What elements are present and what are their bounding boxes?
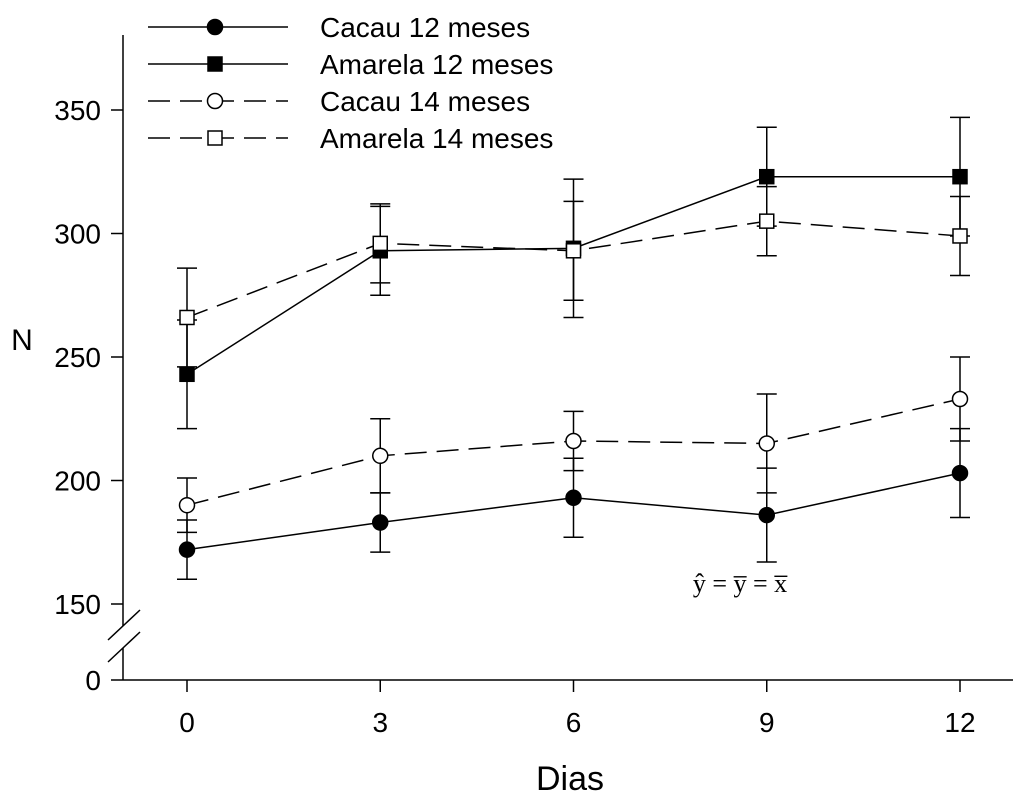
legend-label: Amarela 12 meses: [320, 49, 553, 80]
data-point: [758, 506, 775, 524]
axes: [107, 35, 1013, 681]
data-point: [372, 514, 389, 531]
y-tick-label: 250: [54, 342, 101, 373]
legend-marker: [206, 92, 224, 110]
data-point: [372, 447, 389, 465]
data-point: [565, 489, 582, 507]
data-point: [372, 235, 388, 252]
data-point: [179, 309, 195, 326]
legend-marker: [207, 56, 223, 72]
y-axis-break-mark: [107, 631, 141, 663]
y-axis-label: N: [11, 324, 33, 357]
data-point: [179, 366, 195, 383]
series-layer: [177, 116, 970, 581]
data-point: [951, 390, 969, 408]
y-tick-label: 150: [54, 589, 101, 620]
x-tick-label: 0: [179, 707, 195, 738]
legend: Cacau 12 meses Amarela 12 meses Cacau 14 m…: [148, 12, 553, 154]
x-tick-label: 9: [759, 707, 775, 738]
y-tick-label: 300: [54, 219, 101, 250]
x-axis-label: Dias: [536, 760, 604, 796]
y-tick-label: 200: [54, 466, 101, 497]
data-point: [178, 541, 196, 558]
x-tick-label: 12: [944, 707, 975, 738]
series-2: [177, 356, 970, 534]
series-3: [177, 185, 970, 368]
x-tick-label: 3: [372, 707, 388, 738]
data-point: [952, 168, 968, 185]
legend-label: Cacau 12 meses: [320, 12, 530, 43]
data-point: [758, 435, 775, 452]
data-point: [178, 496, 196, 514]
y-tick-label: 0: [85, 665, 101, 696]
data-point: [565, 432, 582, 450]
legend-label: Amarela 14 meses: [320, 123, 553, 154]
x-tick-label: 6: [566, 707, 582, 738]
data-point: [759, 168, 775, 185]
data-point: [952, 228, 968, 244]
ticks: 0 150 200 250 300 350 0 3 6 9 12: [54, 95, 975, 738]
data-point: [951, 464, 969, 482]
legend-marker: [207, 130, 223, 146]
equation-annotation: ŷ = y̅ = x̅: [693, 569, 788, 598]
data-point: [565, 243, 582, 259]
data-point: [759, 213, 775, 229]
legend-label: Cacau 14 meses: [320, 86, 530, 117]
y-axis-break-mark: [107, 609, 141, 641]
legend-marker: [206, 18, 224, 36]
y-tick-label: 350: [54, 95, 101, 126]
